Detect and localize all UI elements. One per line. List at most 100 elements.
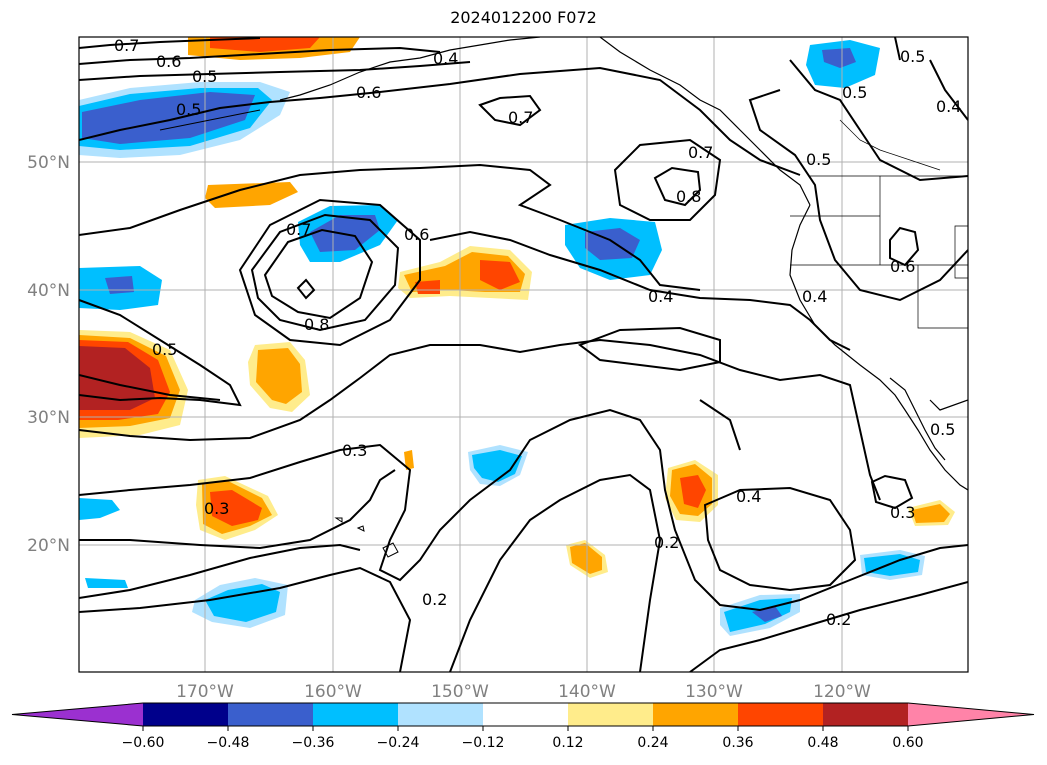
lat-tick-label: 20°N bbox=[27, 536, 70, 556]
colorbar-segment bbox=[823, 703, 908, 726]
contour-0.5-right bbox=[894, 37, 901, 61]
shade-neg-j-core bbox=[205, 584, 280, 622]
contour-0.6-ring-east bbox=[889, 226, 920, 267]
colorbar-segment bbox=[313, 703, 398, 726]
contour-0.2-left bbox=[79, 543, 361, 599]
contour-0.4-ring-se bbox=[703, 486, 857, 592]
contour-0.3-ring-se bbox=[870, 474, 914, 510]
lon-tick-label: 170°W bbox=[176, 682, 234, 702]
contour-0.3-loop bbox=[577, 326, 721, 372]
island-aleutian bbox=[159, 109, 261, 131]
contour-0.6-east bbox=[748, 89, 968, 302]
shade-pos-top-core bbox=[210, 37, 320, 52]
contour-label: 0.5 bbox=[806, 150, 831, 169]
contour-label: 0.4 bbox=[936, 97, 961, 116]
contour-label: 0.2 bbox=[422, 590, 447, 609]
contour-label: 0.6 bbox=[156, 52, 181, 71]
contour-label: 0.6 bbox=[356, 83, 381, 102]
lat-tick-label: 40°N bbox=[27, 281, 70, 301]
coastline-west-coast bbox=[789, 204, 968, 491]
lat-tick-label: 30°N bbox=[27, 408, 70, 428]
lon-tick-label: 120°W bbox=[813, 682, 871, 702]
shade-neg-m-core bbox=[472, 450, 522, 482]
shaded-fields bbox=[79, 37, 955, 636]
contour-0.7-ring bbox=[250, 213, 400, 332]
contour-0.6-ring-big bbox=[238, 198, 421, 347]
colorbar-extend-max bbox=[908, 703, 1034, 726]
lon-tick-label: 130°W bbox=[685, 682, 743, 702]
contour-label: 0.3 bbox=[204, 499, 229, 518]
contour-label: 0.2 bbox=[654, 533, 679, 552]
lon-tick-label: 160°W bbox=[304, 682, 362, 702]
colorbar-segment bbox=[653, 703, 738, 726]
contour-label: 0.4 bbox=[802, 287, 827, 306]
colorbar-tick-label: −0.24 bbox=[377, 735, 420, 751]
shade-pos-s bbox=[404, 450, 414, 470]
colorbar-tick-label: −0.36 bbox=[292, 735, 335, 751]
contour-0.9-small bbox=[296, 278, 316, 300]
shade-pos-n-core bbox=[680, 475, 706, 508]
colorbar-tick-label: −0.60 bbox=[122, 735, 165, 751]
lon-axis: 170°W 160°W 150°W 140°W 130°W 120°W bbox=[176, 682, 871, 702]
contour-label: 0.7 bbox=[286, 220, 311, 239]
shade-neg-nw-core bbox=[82, 92, 255, 144]
shade-pos-o-core bbox=[570, 543, 602, 574]
contour-label: 0.5 bbox=[192, 67, 217, 86]
contour-0.6-mid bbox=[79, 163, 701, 291]
contour-labels: 0.7 0.6 0.5 0.5 0.4 0.6 0.7 0.7 0.8 0.5 … bbox=[114, 36, 961, 629]
colorbar-tick-label: −0.48 bbox=[207, 735, 250, 751]
contour-0.5-sw bbox=[79, 299, 242, 407]
contour-lines bbox=[79, 37, 968, 672]
contour-label: 0.7 bbox=[688, 143, 713, 162]
coastlines bbox=[279, 37, 968, 491]
contour-0.7-loop bbox=[478, 94, 542, 127]
shade-neg-e-core bbox=[822, 48, 856, 68]
contour-label: 0.7 bbox=[114, 36, 139, 55]
contour-0.3-lower bbox=[79, 408, 968, 612]
shade-pos-c-core bbox=[480, 260, 520, 290]
lon-tick-label: 140°W bbox=[558, 682, 616, 702]
contour-0.2-mid-bottom bbox=[449, 473, 662, 672]
island-hawaii-small2 bbox=[334, 517, 343, 523]
contour-0.4-east bbox=[929, 59, 968, 121]
contour-label: 0.4 bbox=[648, 287, 673, 306]
contour-0.4-mid bbox=[429, 230, 851, 351]
coastline-alaska-panhandle bbox=[599, 37, 811, 206]
contour-0.2-lower bbox=[79, 469, 396, 550]
contour-label: 0.2 bbox=[826, 610, 851, 629]
colorbar-segment bbox=[143, 703, 228, 726]
contour-label: 0.6 bbox=[890, 257, 915, 276]
contour-0.5-main bbox=[79, 66, 801, 176]
shade-neg-f-core bbox=[105, 276, 134, 294]
coastline-baja bbox=[889, 377, 946, 461]
contour-0.2-bottom bbox=[79, 566, 412, 672]
contour-0.6-top bbox=[79, 46, 441, 65]
contour-label: 0.3 bbox=[890, 503, 915, 522]
colorbar-segment bbox=[228, 703, 313, 726]
contour-0.4-sw bbox=[79, 374, 221, 401]
shade-pos-h-core bbox=[256, 348, 302, 404]
colorbar-tick-label: 0.48 bbox=[807, 735, 838, 751]
shade-pos-r-core bbox=[912, 504, 950, 523]
colorbar-segment bbox=[568, 703, 653, 726]
contour-label: 0.6 bbox=[404, 225, 429, 244]
colorbar-tick-label: −0.12 bbox=[462, 735, 505, 751]
contour-label: 0.4 bbox=[433, 49, 458, 68]
contour-label: 0.7 bbox=[508, 108, 533, 127]
shade-neg-l bbox=[85, 578, 128, 588]
colorbar-extend-min bbox=[12, 703, 143, 726]
contour-0.2-right-bottom bbox=[689, 581, 968, 672]
contour-label: 0.5 bbox=[152, 340, 177, 359]
contour-label: 0.5 bbox=[176, 100, 201, 119]
contour-0.3-mid bbox=[79, 338, 881, 501]
shade-pos-g-core bbox=[79, 346, 155, 410]
coastline-alaska bbox=[279, 37, 541, 101]
contour-label: 0.5 bbox=[930, 420, 955, 439]
map-frame bbox=[78, 36, 969, 673]
shade-pos-i-core bbox=[210, 490, 262, 526]
colorbar-tick-label: 0.12 bbox=[552, 735, 583, 751]
contour-label: 0.8 bbox=[304, 315, 329, 334]
contour-label: 0.4 bbox=[736, 487, 761, 506]
colorbar-tick-label: 0.36 bbox=[722, 735, 753, 751]
